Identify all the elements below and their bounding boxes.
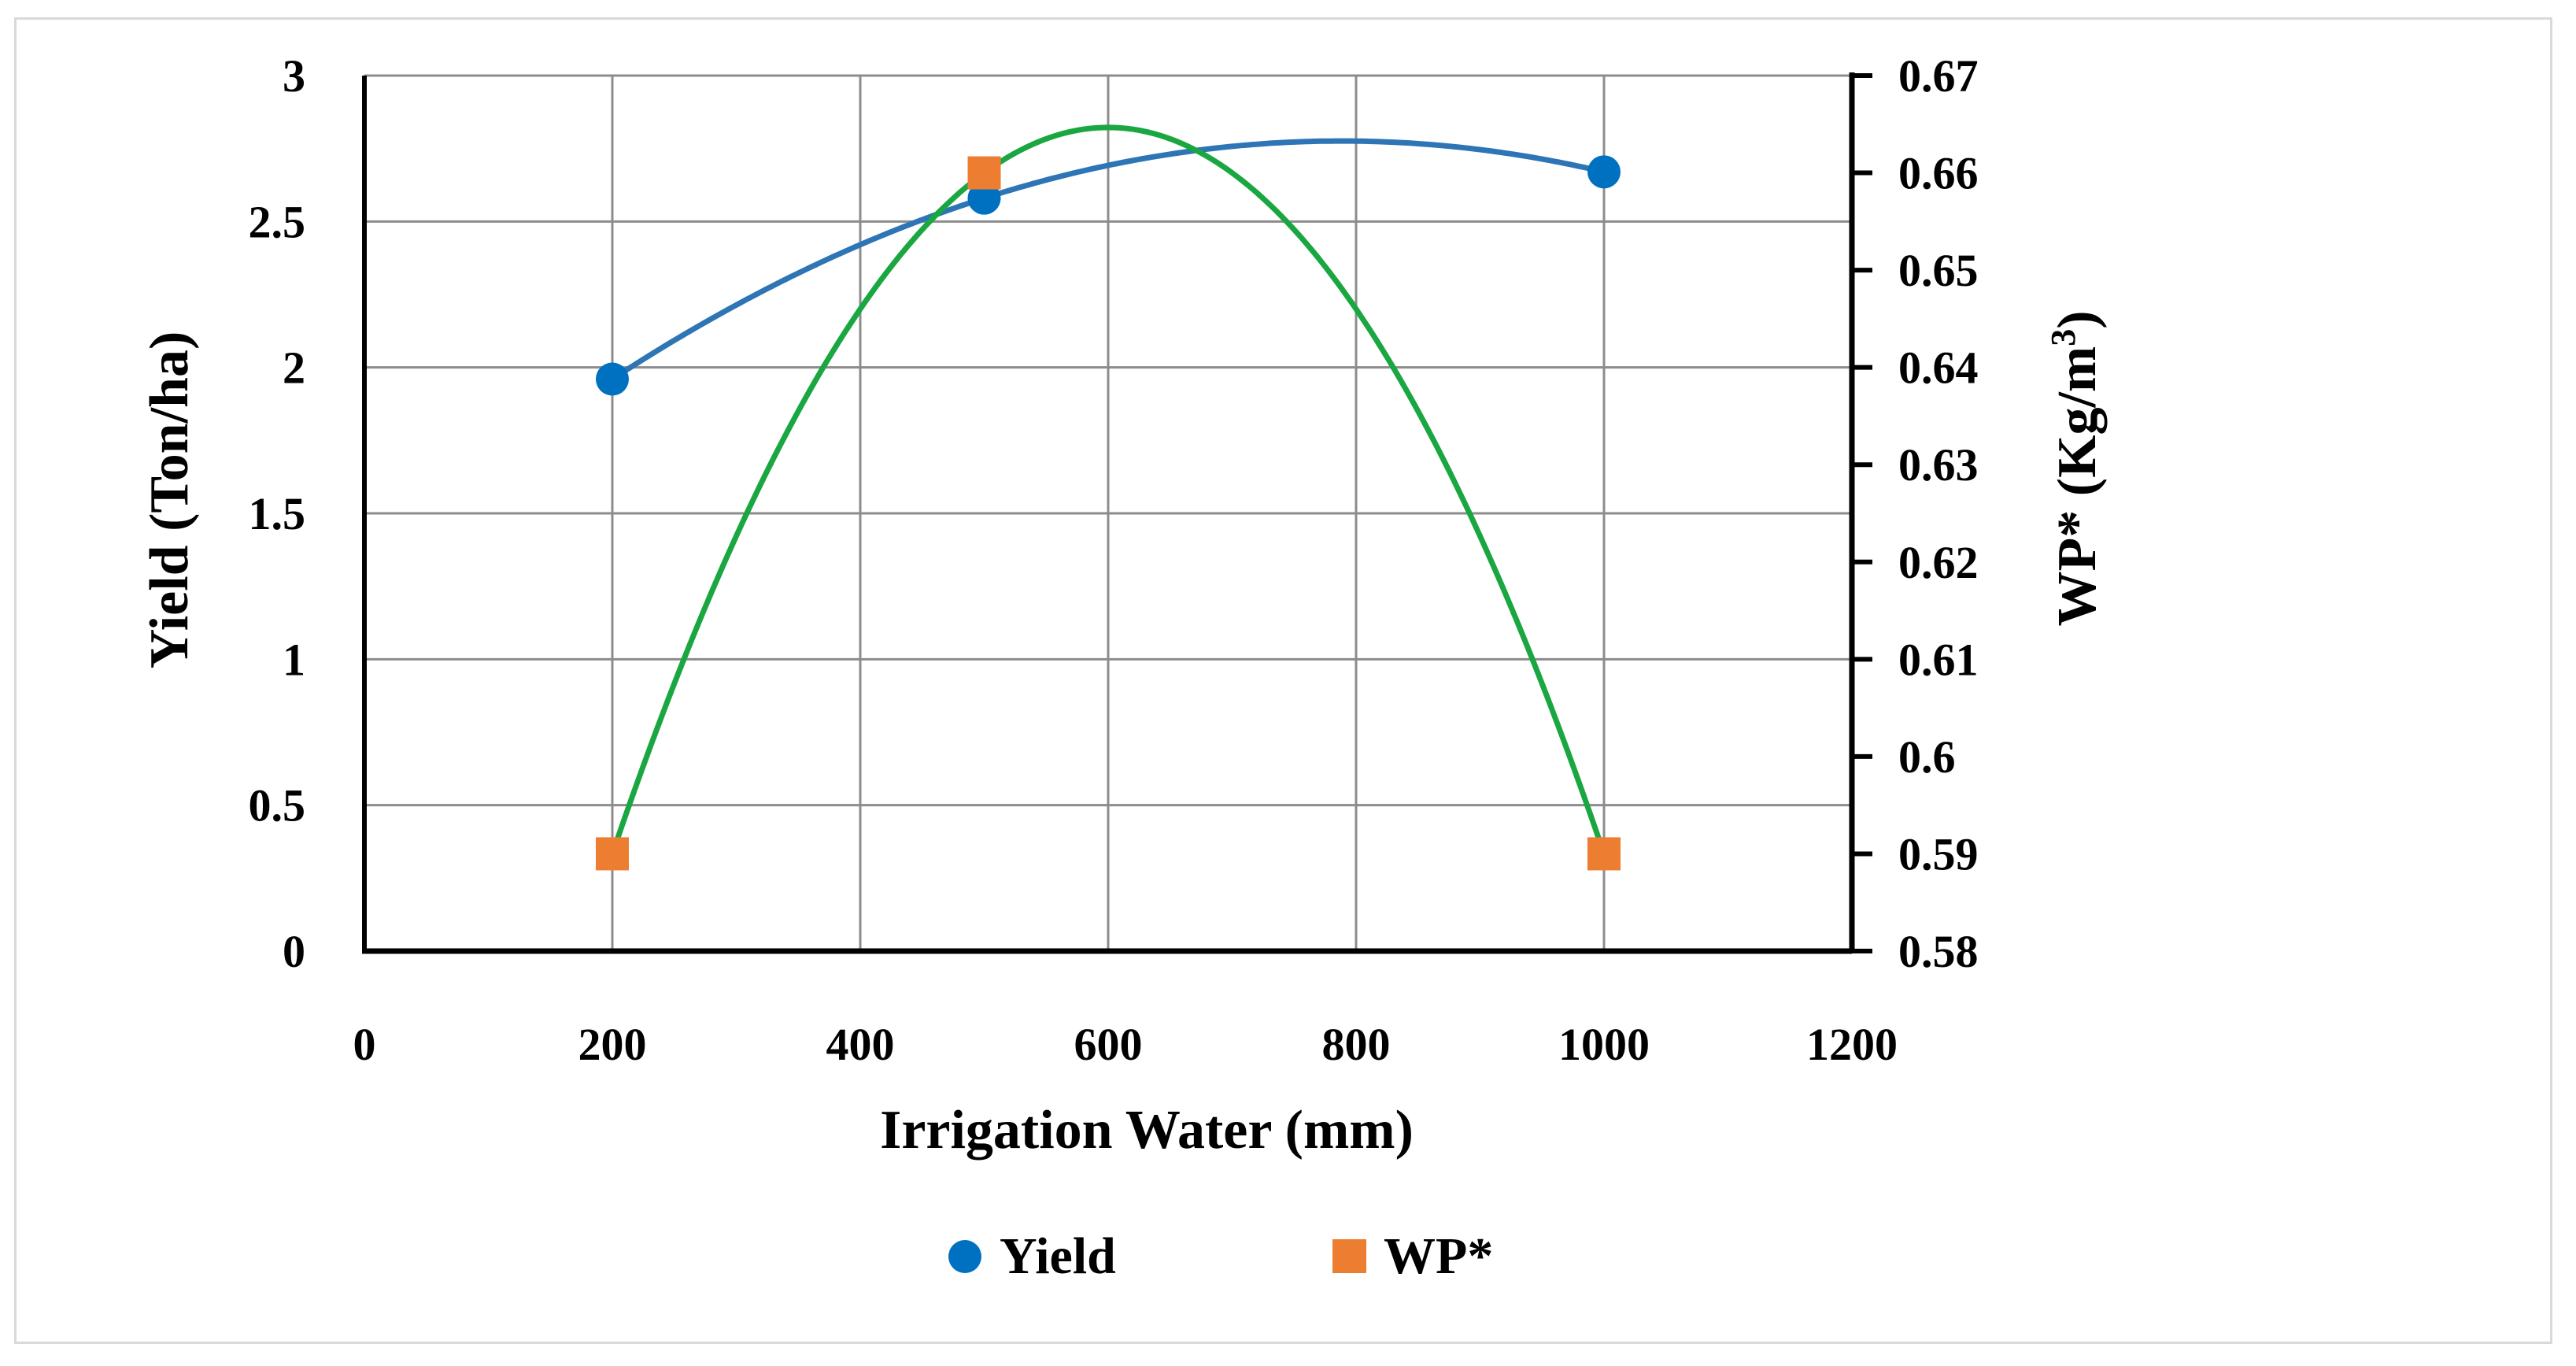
x-tick-label-600: 600 (1074, 1019, 1143, 1070)
left-y-tick-label-1.5: 1.5 (249, 488, 306, 539)
trendline-wp (609, 124, 1607, 857)
right-y-tick-label-0.67: 0.67 (1898, 50, 1979, 102)
legend-wp-label: WP* (1384, 1227, 1493, 1285)
x-tick-label-800: 800 (1322, 1019, 1391, 1070)
left-y-tick-label-0: 0 (283, 926, 305, 977)
left-y-axis-title: Yield (Ton/ha) (139, 331, 200, 669)
right-y-tick-label-0.61: 0.61 (1898, 634, 1979, 685)
point-yield-500 (967, 181, 1001, 215)
legend: Yield WP* (948, 1227, 1493, 1285)
right-y-axis-title-superscript: 3 (2044, 329, 2083, 346)
left-y-tick-label-3: 3 (283, 50, 305, 102)
right-y-axis-title: WP* (Kg/m3) (2044, 310, 2108, 626)
grid-layer (364, 74, 1853, 951)
trendline-layer (609, 124, 1607, 857)
right-y-tick-label-0.64: 0.64 (1898, 342, 1979, 394)
x-tick-label-1000: 1000 (1558, 1019, 1650, 1070)
x-tick-label-1200: 1200 (1806, 1019, 1898, 1070)
x-tick-label-400: 400 (826, 1019, 895, 1070)
left-y-tick-label-0.5: 0.5 (249, 780, 306, 831)
right-y-axis-title-close: ) (2047, 310, 2108, 328)
marker-layer (596, 155, 1621, 871)
right-y-tick-label-0.66: 0.66 (1898, 148, 1979, 199)
left-y-tick-label-1: 1 (283, 634, 305, 685)
left-y-tick-label-2: 2 (283, 342, 305, 394)
x-tick-label-0: 0 (353, 1019, 376, 1070)
right-y-axis-title-main: WP* (Kg/m (2047, 346, 2108, 627)
right-y-tick-label-0.63: 0.63 (1898, 439, 1979, 491)
chart-frame (14, 17, 2552, 1344)
right-y-tick-label-0.62: 0.62 (1898, 537, 1979, 588)
point-wp-500 (967, 156, 1001, 190)
legend-wp-marker (1332, 1239, 1366, 1273)
point-wp-200 (596, 837, 629, 871)
point-yield-200 (596, 362, 629, 396)
tick-label-layer: 0 200 400 600 800 1000 1200 0 0.5 1 1.5 2 2.5 3 0.58 0.… (249, 50, 1979, 1070)
right-y-tick-label-0.59: 0.59 (1898, 828, 1979, 879)
right-y-tick-label-0.65: 0.65 (1898, 245, 1979, 296)
legend-yield-marker (948, 1240, 981, 1273)
trendline-yield (609, 138, 1607, 382)
x-axis-title: Irrigation Water (mm) (880, 1100, 1414, 1161)
axis-layer (362, 72, 1872, 954)
point-wp-1000 (1587, 837, 1621, 871)
left-y-tick-label-2.5: 2.5 (249, 196, 306, 247)
legend-yield-label: Yield (1000, 1227, 1116, 1285)
x-tick-label-200: 200 (578, 1019, 647, 1070)
right-y-tick-label-0.58: 0.58 (1898, 926, 1979, 977)
right-y-tick-label-0.6: 0.6 (1898, 731, 1956, 783)
point-yield-1000 (1587, 155, 1621, 189)
